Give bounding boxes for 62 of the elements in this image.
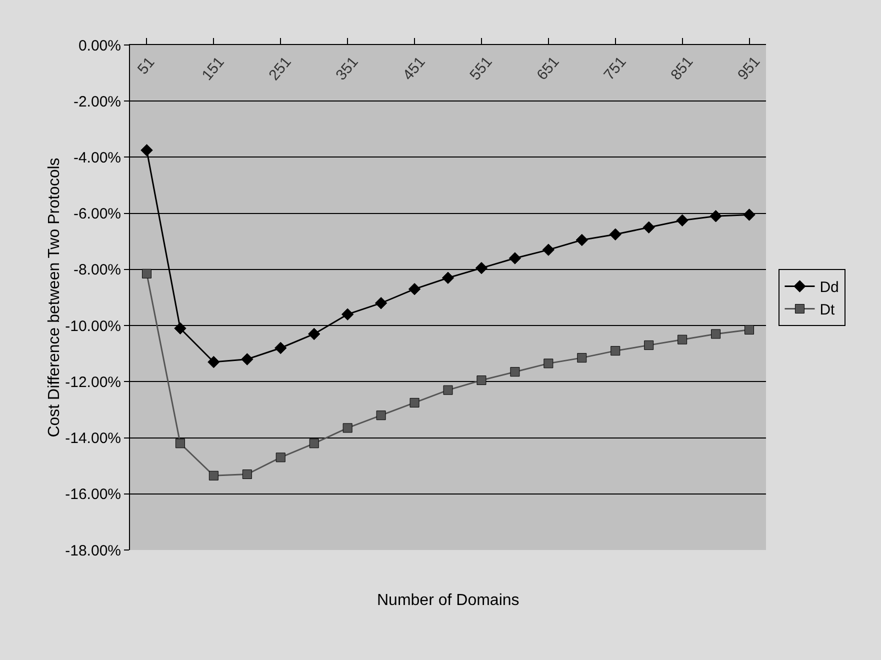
y-tick-label: -2.00%	[73, 93, 121, 110]
point	[678, 334, 688, 344]
point	[743, 208, 756, 221]
point	[710, 210, 722, 222]
point	[576, 234, 588, 246]
point	[475, 262, 488, 274]
point	[276, 452, 286, 462]
y-tick-label: 0.00%	[78, 37, 121, 54]
point	[542, 244, 555, 256]
point	[175, 438, 185, 448]
point	[242, 470, 252, 479]
x-tick-label: 751	[600, 53, 630, 84]
point	[374, 297, 388, 310]
point	[508, 252, 522, 264]
point	[376, 410, 386, 420]
point	[642, 221, 655, 234]
point	[609, 228, 622, 240]
point	[410, 398, 420, 408]
y-tick-label: -4.00%	[73, 149, 121, 166]
point	[544, 358, 554, 368]
point	[208, 356, 220, 368]
point	[274, 342, 287, 354]
y-tick-label: -6.00%	[73, 206, 121, 223]
point	[174, 322, 186, 334]
point	[208, 470, 218, 480]
y-tick-label: -10.00%	[65, 318, 121, 335]
y-tick-label: -8.00%	[73, 262, 121, 279]
x-tick-label: 351	[332, 54, 362, 84]
x-tick-label: 51	[134, 54, 158, 78]
x-tick-label: 251	[266, 54, 295, 84]
point	[309, 438, 319, 448]
legend-label: Dd	[820, 279, 839, 296]
x-tick-label: 851	[668, 53, 697, 84]
point	[610, 346, 620, 356]
point	[241, 353, 254, 366]
x-tick-label: 451	[400, 54, 429, 84]
point	[341, 308, 354, 320]
y-axis-title: Cost Difference between Two Protocols	[46, 158, 64, 438]
point	[510, 367, 520, 377]
point	[644, 340, 654, 350]
y-tick-label: -16.00%	[65, 486, 121, 504]
point	[744, 325, 754, 335]
x-tick-label: 151	[198, 54, 228, 84]
point	[142, 268, 152, 278]
y-tick-label: -18.00%	[65, 542, 121, 560]
x-tick-label: 551	[466, 54, 496, 84]
point	[140, 144, 153, 156]
y-tick-label: -14.00%	[65, 430, 121, 448]
point	[408, 282, 421, 296]
point	[476, 376, 486, 386]
point	[308, 328, 320, 340]
point	[442, 272, 454, 284]
point	[676, 214, 688, 226]
point	[342, 423, 352, 433]
point	[577, 353, 587, 363]
x-tick-label: 951	[734, 53, 764, 84]
x-axis-title: Number of Domains	[377, 592, 520, 609]
point	[711, 329, 721, 339]
point	[443, 385, 453, 395]
y-tick-label: -12.00%	[65, 374, 121, 391]
legend-label: Dt	[820, 302, 836, 319]
x-tick-label: 651	[534, 54, 563, 84]
